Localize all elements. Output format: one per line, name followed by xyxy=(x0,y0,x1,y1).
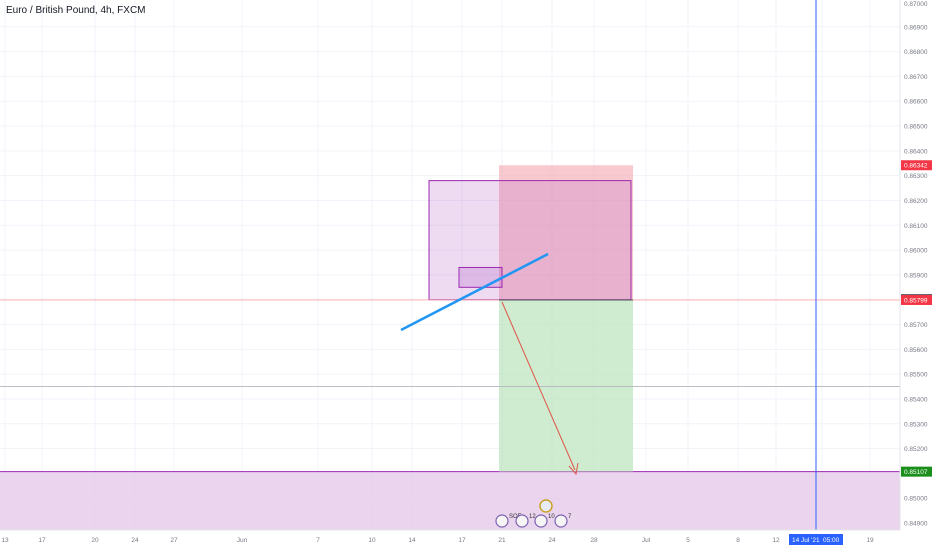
consolidation-box xyxy=(428,180,632,301)
event-icon xyxy=(495,514,509,528)
event-badge[interactable]: 10 xyxy=(534,514,555,528)
price-axis[interactable]: 0.87000 0.86900 0.86800 0.86700 0.86600 0.865… xyxy=(899,0,932,530)
event-badge[interactable]: SOF xyxy=(495,514,522,528)
price-tick-label: 0.85600 xyxy=(904,347,928,354)
time-tick-label: 7 xyxy=(316,537,320,544)
arrow-head-icon xyxy=(568,462,579,476)
price-tick-label: 0.86600 xyxy=(904,99,928,106)
time-tick-label: 17 xyxy=(38,537,46,544)
entry-price-tag: 0.85799 xyxy=(901,294,932,305)
price-tick-label: 0.85900 xyxy=(904,272,928,279)
time-tick-label: Jul xyxy=(642,537,651,544)
time-tick-label: 24 xyxy=(131,537,139,544)
time-tick-label: 10 xyxy=(368,537,376,544)
time-tick-label: 28 xyxy=(590,537,598,544)
event-icon xyxy=(515,514,529,528)
price-tick-label: 0.86200 xyxy=(904,198,928,205)
time-tick-label: Jun xyxy=(237,537,248,544)
earnings-icon[interactable] xyxy=(539,499,553,513)
drawing-zones xyxy=(0,165,900,530)
price-tick-label: 0.86400 xyxy=(904,148,928,155)
event-icon xyxy=(534,514,548,528)
price-tick-label: 0.86500 xyxy=(904,124,928,131)
price-tick-label: 0.86000 xyxy=(904,248,928,255)
event-label: SOF xyxy=(509,514,522,520)
cursor-time-tag: 14 Jul '21 05:00 xyxy=(789,534,843,545)
event-label: 12 xyxy=(529,514,536,520)
event-label: 7 xyxy=(568,514,572,520)
drawings-layer: SOF 12 10 7 xyxy=(400,0,817,530)
time-tick-label: 17 xyxy=(458,537,466,544)
price-tick-label: 0.86300 xyxy=(904,173,928,180)
price-tick-label: 0.85500 xyxy=(904,372,928,379)
price-tick-label: 0.86800 xyxy=(904,49,928,56)
stop-loss-zone xyxy=(499,165,633,300)
price-tick-label: 0.87000 xyxy=(904,1,928,8)
time-tick-label: 24 xyxy=(548,537,556,544)
cursor-time-text: 05:00 xyxy=(823,537,840,544)
price-tick-label: 0.85700 xyxy=(904,322,928,329)
target-price-tag-bg xyxy=(901,466,932,477)
event-badge[interactable]: 7 xyxy=(554,514,572,528)
stop-price-tag: 0.86342 xyxy=(901,160,932,171)
event-label: 10 xyxy=(548,514,555,520)
projection-arrow-line[interactable] xyxy=(501,301,576,471)
time-tick-label: 13 xyxy=(1,537,9,544)
target-price-tag: 0.85107 xyxy=(901,466,932,477)
price-axis-bg xyxy=(900,0,932,530)
entry-price-tag-text: 0.85799 xyxy=(904,297,928,304)
price-tick-label: 0.86900 xyxy=(904,24,928,31)
event-badge[interactable]: 12 xyxy=(515,514,536,528)
price-tick-label: 0.85400 xyxy=(904,396,928,403)
price-tick-label: 0.84900 xyxy=(904,521,928,528)
time-tick-label: 20 xyxy=(91,537,99,544)
time-tick-label: 14 xyxy=(408,537,416,544)
symbol-title: Euro / British Pound, 4h, FXCM xyxy=(6,5,146,16)
cursor-time-bg xyxy=(789,534,843,545)
time-tick-label: 21 xyxy=(498,537,506,544)
time-tick-label: 19 xyxy=(866,537,874,544)
time-tick-label: 12 xyxy=(772,537,780,544)
cursor-date-text: 14 Jul '21 xyxy=(792,537,820,544)
time-tick-label: 5 xyxy=(686,537,690,544)
stop-price-tag-bg xyxy=(901,160,932,171)
support-zone xyxy=(0,471,900,530)
target-price-tag-text: 0.85107 xyxy=(904,469,928,476)
trend-line[interactable] xyxy=(400,252,549,332)
price-tick-label: 0.85300 xyxy=(904,421,928,428)
take-profit-zone xyxy=(499,299,633,472)
stop-price-tag-text: 0.86342 xyxy=(904,163,928,170)
time-tick-label: 27 xyxy=(170,537,178,544)
entry-price-tag-bg xyxy=(901,294,932,305)
price-tick-label: 0.85200 xyxy=(904,446,928,453)
time-tick-label: 8 xyxy=(736,537,740,544)
event-icon xyxy=(554,514,568,528)
small-box xyxy=(458,266,503,288)
time-axis[interactable]: 13 17 20 24 27 Jun 7 10 14 17 21 24 28 Jul 5 8 12 19 14 Ju… xyxy=(0,529,900,545)
price-tick-label: 0.86700 xyxy=(904,74,928,81)
price-tick-label: 0.85000 xyxy=(904,496,928,503)
price-tick-label: 0.86100 xyxy=(904,223,928,230)
